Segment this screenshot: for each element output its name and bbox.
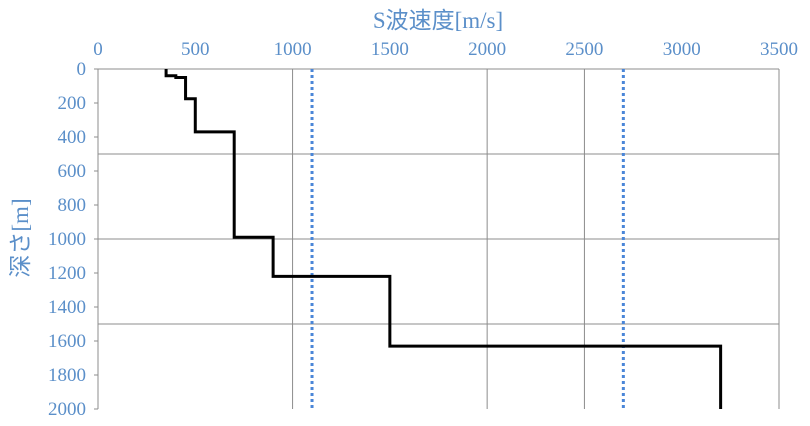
y-tick-label: 0 xyxy=(77,59,87,80)
grid xyxy=(98,69,780,409)
x-tick-label: 2000 xyxy=(468,39,506,60)
y-tick-label: 1200 xyxy=(48,263,86,284)
axes xyxy=(94,68,779,410)
y-tick-label: 200 xyxy=(58,93,87,114)
x-tick-label: 3000 xyxy=(663,39,701,60)
y-tick-label: 1600 xyxy=(48,331,86,352)
y-tick-label: 800 xyxy=(58,195,87,216)
y-tick-label: 1000 xyxy=(48,229,86,250)
x-tick-label: 1000 xyxy=(274,39,312,60)
x-axis-title: S波速度[m/s] xyxy=(373,8,503,33)
y-tick-label: 400 xyxy=(58,127,87,148)
x-tick-labels: 0 500 1000 1500 2000 2500 3000 3500 xyxy=(93,39,798,60)
y-tick-label: 1800 xyxy=(48,365,86,386)
y-axis-title: 深さ[m] xyxy=(8,198,33,277)
y-tick-label: 1400 xyxy=(48,297,86,318)
y-tick-labels: 0 200 400 600 800 1000 1200 1400 1600 1800 2000 xyxy=(48,59,86,420)
x-tick-label: 500 xyxy=(181,39,210,60)
x-tick-label: 2500 xyxy=(565,39,603,60)
x-tick-label: 0 xyxy=(93,39,103,60)
x-tick-label: 3500 xyxy=(760,39,798,60)
y-tick-label: 600 xyxy=(58,161,87,182)
x-tick-label: 1500 xyxy=(371,39,409,60)
y-tick-label: 2000 xyxy=(48,399,86,420)
reference-lines xyxy=(310,69,625,409)
velocity-profile-line xyxy=(164,69,723,409)
series xyxy=(164,69,723,409)
